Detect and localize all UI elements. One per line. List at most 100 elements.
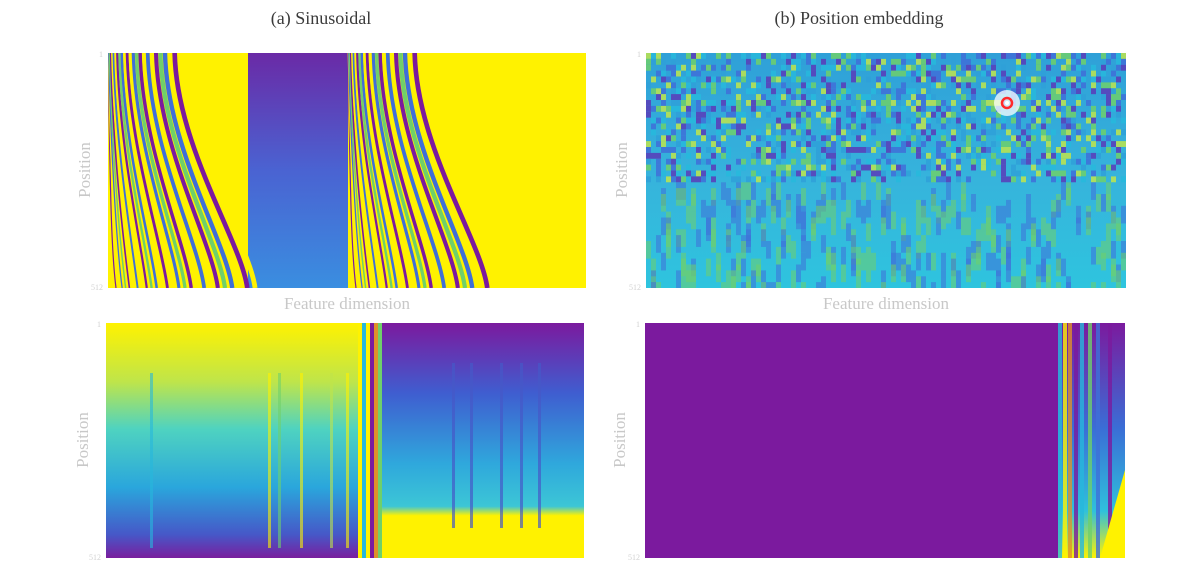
embedding-cell: [991, 58, 996, 65]
embedding-cell: [711, 64, 716, 71]
embedding-cell: [1036, 276, 1041, 288]
embedding-cell: [926, 64, 931, 71]
embedding-cell: [1111, 100, 1116, 106]
embedding-cell: [951, 135, 956, 142]
embedding-cell: [661, 117, 666, 124]
embedding-cell: [891, 58, 896, 65]
embedding-cell: [756, 147, 761, 153]
a-bottom-ytick-end: 512: [89, 553, 101, 562]
dimension-streak: [150, 373, 153, 548]
sinusoid-stripe: [120, 53, 158, 288]
embedding-cell: [1011, 135, 1016, 142]
embedding-cell: [1086, 135, 1091, 142]
embedding-cell: [786, 199, 791, 218]
embedding-cell: [1106, 135, 1111, 142]
embedding-cell: [1116, 100, 1121, 106]
embedding-cell: [866, 158, 871, 165]
embedding-cell: [936, 217, 941, 236]
embedding-cell: [1081, 70, 1086, 77]
b-bottom-ytick-start: 1: [636, 320, 640, 329]
embedding-cell: [906, 70, 911, 77]
embedding-cell: [676, 270, 681, 288]
embedding-cell: [801, 105, 806, 112]
embedding-cell: [1056, 111, 1061, 118]
embedding-cell: [1056, 282, 1061, 288]
embedding-cell: [776, 123, 781, 130]
heatmap-b-bottom-cells: [645, 323, 1125, 558]
embedding-cell: [831, 147, 836, 153]
embedding-cell: [801, 129, 806, 136]
embedding-cell: [876, 141, 881, 147]
embedding-cell: [981, 53, 986, 59]
embedding-cell: [781, 64, 786, 71]
embedding-cell: [791, 170, 796, 177]
embedding-cell: [1111, 88, 1116, 95]
embedding-cell: [826, 117, 831, 124]
embedding-cell: [981, 141, 986, 147]
embedding-cell: [726, 105, 731, 112]
sinusoid-stripe: [365, 53, 409, 288]
embedding-cell: [766, 188, 771, 206]
panel-b-title: (b) Position embedding: [775, 8, 944, 29]
embedding-cell: [676, 158, 681, 165]
embedding-cell: [661, 105, 666, 112]
embedding-cell: [701, 117, 706, 124]
embedding-cell: [821, 176, 826, 183]
embedding-cell: [796, 64, 801, 71]
embedding-cell: [1006, 147, 1011, 153]
embedding-cell: [681, 58, 686, 65]
embedding-cell: [1071, 53, 1076, 59]
embedding-cell: [1101, 241, 1106, 259]
embedding-cell: [1031, 176, 1036, 183]
embedding-cell: [941, 170, 946, 177]
embedding-cell: [1031, 117, 1036, 124]
embedding-cell: [956, 211, 961, 230]
embedding-cell: [1076, 94, 1081, 100]
embedding-cell: [981, 135, 986, 142]
embedding-cell: [966, 117, 971, 124]
embedding-cell: [791, 100, 796, 106]
embedding-cell: [706, 64, 711, 71]
embedding-cell: [861, 135, 866, 142]
embedding-cell: [1001, 246, 1006, 265]
embedding-cell: [856, 246, 861, 265]
embedding-cell: [986, 205, 991, 224]
embedding-cell: [801, 235, 806, 253]
embedding-cell: [846, 94, 851, 100]
embedding-cell: [766, 282, 771, 288]
embedding-cell: [1106, 53, 1111, 59]
embedding-cell: [751, 111, 756, 118]
embedding-cell: [1066, 53, 1071, 59]
embedding-cell: [876, 58, 881, 65]
embedding-cell: [721, 64, 726, 71]
embedding-cell: [721, 135, 726, 142]
embedding-cell: [1116, 141, 1121, 147]
embedding-cell: [811, 58, 816, 65]
embedding-cell: [1066, 152, 1071, 159]
embedding-cell: [766, 53, 771, 59]
embedding-cell: [756, 176, 761, 183]
embedding-cell: [696, 123, 701, 130]
embedding-cell: [916, 76, 921, 83]
embedding-cell: [676, 105, 681, 112]
embedding-cell: [976, 70, 981, 77]
embedding-cell: [861, 64, 866, 71]
embedding-cell: [701, 100, 706, 106]
embedding-cell: [746, 282, 751, 288]
embedding-cell: [661, 217, 666, 236]
embedding-cell: [886, 158, 891, 165]
embedding-cell: [706, 258, 711, 277]
embedding-cell: [1071, 135, 1076, 142]
embedding-cell: [1071, 123, 1076, 130]
embedding-cell: [856, 170, 861, 177]
embedding-cell: [836, 82, 841, 89]
embedding-cell: [746, 176, 751, 183]
embedding-cell: [1046, 135, 1051, 142]
embedding-cell: [1101, 94, 1106, 100]
embedding-cell: [786, 158, 791, 165]
embedding-cell: [676, 123, 681, 130]
embedding-cell: [736, 176, 741, 183]
dimension-streak: [1063, 323, 1067, 558]
embedding-cell: [691, 141, 696, 147]
embedding-cell: [901, 123, 906, 130]
